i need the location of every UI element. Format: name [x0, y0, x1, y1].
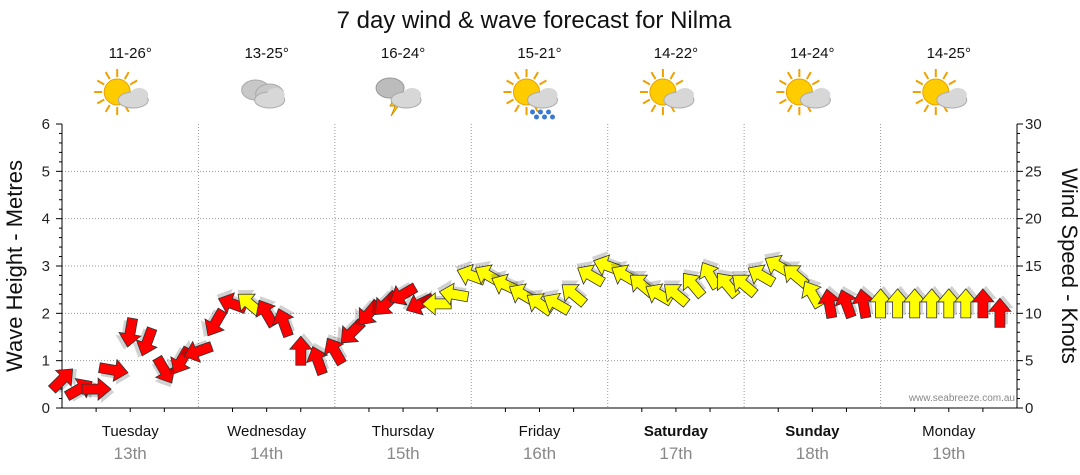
wind-arrow	[180, 339, 214, 363]
cloudy-icon	[241, 79, 286, 109]
wind-arrow	[801, 277, 825, 310]
wind-arrow	[98, 358, 131, 385]
right-axis-title: Wind Speed - Knots	[1057, 168, 1080, 364]
grid-lines	[62, 124, 1017, 408]
wind-arrow	[115, 317, 142, 350]
temperature-row: 11-26° 13-25° 16-24° 15-21° 14-22° 14-24° 14-2…	[109, 45, 971, 62]
wind-arrow	[682, 269, 707, 300]
right-tick-label: 30	[1025, 116, 1042, 133]
day-date-label: 18th	[796, 444, 829, 463]
wind-arrow	[817, 285, 843, 320]
wind-arrow	[132, 326, 158, 358]
wind-arrow	[455, 260, 487, 287]
day-date-label: 19th	[932, 444, 965, 463]
day-date-label: 14th	[250, 444, 283, 463]
left-axis-title: Wave Height - Metres	[2, 160, 27, 372]
day-name-label: Sunday	[785, 423, 840, 440]
wind-arrow	[151, 354, 176, 388]
wind-arrow	[542, 289, 572, 316]
day-name-label: Monday	[922, 423, 976, 440]
left-tick-label: 0	[42, 400, 50, 417]
wind-arrow	[698, 258, 723, 291]
watermark: www.seabreeze.com.au	[908, 393, 1015, 404]
day-date-label: 13th	[114, 444, 147, 463]
wind-arrows-series	[47, 251, 1014, 404]
day-name-label: Wednesday	[227, 423, 306, 440]
day-date-label: 15th	[387, 444, 420, 463]
temperature-range: 16-24°	[381, 45, 425, 62]
left-tick-label: 5	[42, 163, 50, 180]
left-tick-label: 2	[42, 305, 50, 322]
day-name-label: Friday	[519, 423, 561, 440]
temperature-range: 14-24°	[790, 45, 834, 62]
wind-arrow	[747, 260, 777, 288]
wind-arrow	[834, 285, 858, 320]
wind-arrow	[783, 261, 810, 289]
partly-cloudy-icon	[94, 69, 149, 115]
wind-arrow	[936, 285, 963, 319]
day-name-label: Saturday	[644, 423, 709, 440]
right-tick-label: 20	[1025, 211, 1042, 228]
left-tick-label: 4	[42, 211, 50, 228]
wind-arrow	[885, 285, 912, 319]
day-date-label: 17th	[659, 444, 692, 463]
right-axis-ticks: 0 5 10 15 20 25 30	[1017, 116, 1042, 417]
left-tick-label: 3	[42, 258, 50, 275]
left-tick-label: 6	[42, 116, 50, 133]
partly-cloudy-icon	[912, 69, 968, 115]
wind-arrow	[386, 281, 419, 306]
left-axis-ticks: 0 1 2 3 4 5 6	[42, 116, 62, 417]
wind-arrow	[851, 285, 877, 320]
partly-cloudy-icon	[776, 69, 831, 115]
wind-arrow	[272, 304, 296, 339]
wind-arrow	[288, 333, 315, 366]
day-labels: Tuesday 13th Wednesday 14th Thursday 15th Frid…	[95, 408, 984, 463]
wind-arrow	[561, 280, 589, 308]
chart-title: 7 day wind & wave forecast for Nilma	[337, 7, 732, 34]
wind-arrow	[902, 285, 929, 319]
temperature-range: 13-25°	[244, 45, 288, 62]
showers-icon	[503, 69, 558, 120]
right-tick-label: 0	[1025, 400, 1033, 417]
wind-arrow	[953, 285, 980, 319]
wind-arrow	[868, 285, 895, 319]
wind-arrow	[576, 260, 606, 288]
wind-arrow	[644, 279, 675, 307]
thunderstorm-icon	[375, 77, 422, 117]
temperature-range: 14-25°	[927, 45, 971, 62]
day-name-label: Tuesday	[102, 423, 159, 440]
wind-arrow	[306, 342, 330, 377]
partly-cloudy-icon	[639, 69, 695, 115]
temperature-range: 15-21°	[517, 45, 561, 62]
right-tick-label: 15	[1025, 258, 1042, 275]
temperature-range: 14-22°	[654, 45, 698, 62]
wind-arrow	[81, 377, 115, 404]
wind-arrow	[971, 285, 997, 319]
wind-arrow	[436, 279, 470, 306]
wind-arrow	[255, 296, 280, 329]
left-tick-label: 1	[42, 353, 50, 370]
right-tick-label: 5	[1025, 353, 1033, 370]
wind-arrow	[919, 285, 946, 319]
wind-arrow	[988, 295, 1014, 328]
wind-arrow	[663, 280, 691, 308]
right-tick-label: 10	[1025, 305, 1042, 322]
temperature-range: 11-26°	[109, 45, 152, 62]
weather-icon-row	[94, 69, 968, 120]
wind-arrow	[732, 270, 759, 299]
right-tick-label: 25	[1025, 163, 1042, 180]
day-name-label: Thursday	[372, 423, 435, 440]
wind-arrow	[47, 368, 77, 394]
wind-arrow	[200, 307, 228, 337]
day-date-label: 16th	[523, 444, 556, 463]
